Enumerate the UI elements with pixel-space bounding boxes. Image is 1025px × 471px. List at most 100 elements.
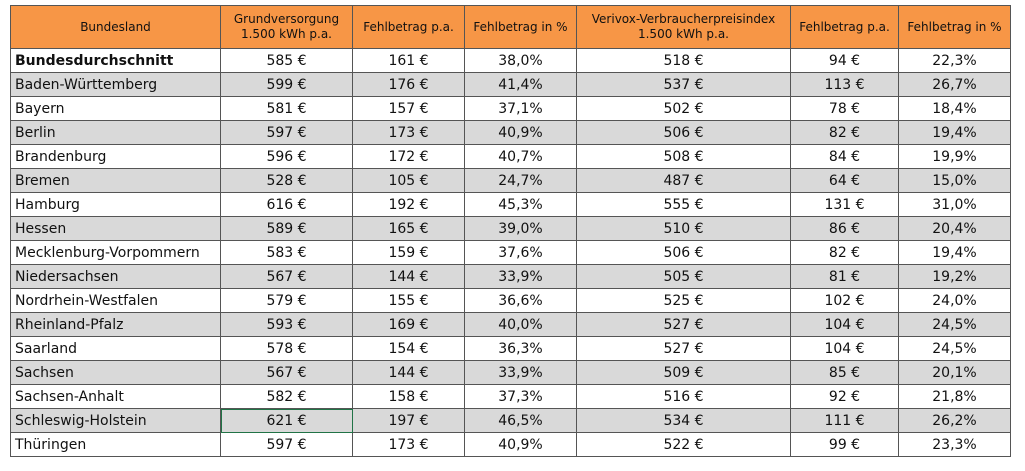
table-cell[interactable]: 510 € (576, 216, 791, 241)
table-cell[interactable]: 40,0% (464, 312, 577, 337)
table-cell[interactable]: 23,3% (898, 432, 1011, 457)
table-cell[interactable]: 599 € (220, 72, 353, 97)
table-cell[interactable]: 537 € (576, 72, 791, 97)
state-name[interactable]: Sachsen-Anhalt (10, 384, 221, 409)
state-name[interactable]: Hamburg (10, 192, 221, 217)
state-name[interactable]: Mecklenburg-Vorpommern (10, 240, 221, 265)
table-cell[interactable]: 46,5% (464, 408, 577, 433)
table-cell[interactable]: 144 € (352, 360, 465, 385)
table-cell[interactable]: 22,3% (898, 48, 1011, 73)
table-cell[interactable]: 45,3% (464, 192, 577, 217)
table-cell[interactable]: 111 € (790, 408, 899, 433)
table-cell[interactable]: 157 € (352, 96, 465, 121)
state-name[interactable]: Thüringen (10, 432, 221, 457)
table-cell[interactable]: 64 € (790, 168, 899, 193)
table-cell[interactable]: 567 € (220, 264, 353, 289)
table-cell[interactable]: 37,3% (464, 384, 577, 409)
table-cell[interactable]: 516 € (576, 384, 791, 409)
state-name[interactable]: Bundesdurchschnitt (10, 48, 221, 73)
table-cell[interactable]: 37,6% (464, 240, 577, 265)
table-cell[interactable]: 37,1% (464, 96, 577, 121)
table-cell[interactable]: 589 € (220, 216, 353, 241)
state-name[interactable]: Rheinland-Pfalz (10, 312, 221, 337)
table-cell[interactable]: 24,5% (898, 312, 1011, 337)
table-cell[interactable]: 161 € (352, 48, 465, 73)
state-name[interactable]: Baden-Württemberg (10, 72, 221, 97)
table-cell[interactable]: 38,0% (464, 48, 577, 73)
table-cell[interactable]: 506 € (576, 240, 791, 265)
table-cell[interactable]: 155 € (352, 288, 465, 313)
table-cell[interactable]: 99 € (790, 432, 899, 457)
table-cell[interactable]: 26,7% (898, 72, 1011, 97)
table-cell[interactable]: 579 € (220, 288, 353, 313)
table-cell[interactable]: 104 € (790, 336, 899, 361)
table-cell[interactable]: 192 € (352, 192, 465, 217)
table-cell[interactable]: 197 € (352, 408, 465, 433)
table-cell[interactable]: 36,3% (464, 336, 577, 361)
table-cell[interactable]: 131 € (790, 192, 899, 217)
table-cell[interactable]: 26,2% (898, 408, 1011, 433)
state-name[interactable]: Hessen (10, 216, 221, 241)
table-cell[interactable]: 522 € (576, 432, 791, 457)
table-cell[interactable]: 24,5% (898, 336, 1011, 361)
table-cell[interactable]: 616 € (220, 192, 353, 217)
table-cell[interactable]: 621 € (220, 408, 353, 433)
table-cell[interactable]: 582 € (220, 384, 353, 409)
table-cell[interactable]: 509 € (576, 360, 791, 385)
table-cell[interactable]: 158 € (352, 384, 465, 409)
table-cell[interactable]: 528 € (220, 168, 353, 193)
state-name[interactable]: Berlin (10, 120, 221, 145)
table-cell[interactable]: 172 € (352, 144, 465, 169)
table-cell[interactable]: 505 € (576, 264, 791, 289)
table-cell[interactable]: 21,8% (898, 384, 1011, 409)
table-cell[interactable]: 597 € (220, 120, 353, 145)
table-cell[interactable]: 82 € (790, 120, 899, 145)
table-cell[interactable]: 41,4% (464, 72, 577, 97)
table-cell[interactable]: 85 € (790, 360, 899, 385)
table-cell[interactable]: 518 € (576, 48, 791, 73)
table-cell[interactable]: 508 € (576, 144, 791, 169)
table-cell[interactable]: 24,0% (898, 288, 1011, 313)
state-name[interactable]: Bremen (10, 168, 221, 193)
table-cell[interactable]: 593 € (220, 312, 353, 337)
table-cell[interactable]: 40,7% (464, 144, 577, 169)
table-cell[interactable]: 173 € (352, 432, 465, 457)
table-cell[interactable]: 31,0% (898, 192, 1011, 217)
state-name[interactable]: Niedersachsen (10, 264, 221, 289)
table-cell[interactable]: 36,6% (464, 288, 577, 313)
state-name[interactable]: Schleswig-Holstein (10, 408, 221, 433)
table-cell[interactable]: 527 € (576, 312, 791, 337)
table-cell[interactable]: 39,0% (464, 216, 577, 241)
table-cell[interactable]: 527 € (576, 336, 791, 361)
table-cell[interactable]: 15,0% (898, 168, 1011, 193)
table-cell[interactable]: 19,4% (898, 120, 1011, 145)
table-cell[interactable]: 154 € (352, 336, 465, 361)
table-cell[interactable]: 40,9% (464, 120, 577, 145)
table-cell[interactable]: 159 € (352, 240, 465, 265)
state-name[interactable]: Bayern (10, 96, 221, 121)
state-name[interactable]: Nordrhein-Westfalen (10, 288, 221, 313)
table-cell[interactable]: 596 € (220, 144, 353, 169)
table-cell[interactable]: 169 € (352, 312, 465, 337)
table-cell[interactable]: 113 € (790, 72, 899, 97)
table-cell[interactable]: 86 € (790, 216, 899, 241)
table-cell[interactable]: 585 € (220, 48, 353, 73)
table-cell[interactable]: 102 € (790, 288, 899, 313)
table-cell[interactable]: 40,9% (464, 432, 577, 457)
table-cell[interactable]: 33,9% (464, 264, 577, 289)
table-cell[interactable]: 84 € (790, 144, 899, 169)
state-name[interactable]: Brandenburg (10, 144, 221, 169)
table-cell[interactable]: 534 € (576, 408, 791, 433)
table-cell[interactable]: 487 € (576, 168, 791, 193)
state-name[interactable]: Sachsen (10, 360, 221, 385)
state-name[interactable]: Saarland (10, 336, 221, 361)
table-cell[interactable]: 81 € (790, 264, 899, 289)
table-cell[interactable]: 19,9% (898, 144, 1011, 169)
table-cell[interactable]: 33,9% (464, 360, 577, 385)
table-cell[interactable]: 578 € (220, 336, 353, 361)
table-cell[interactable]: 506 € (576, 120, 791, 145)
table-cell[interactable]: 92 € (790, 384, 899, 409)
table-cell[interactable]: 18,4% (898, 96, 1011, 121)
table-cell[interactable]: 19,2% (898, 264, 1011, 289)
table-cell[interactable]: 165 € (352, 216, 465, 241)
